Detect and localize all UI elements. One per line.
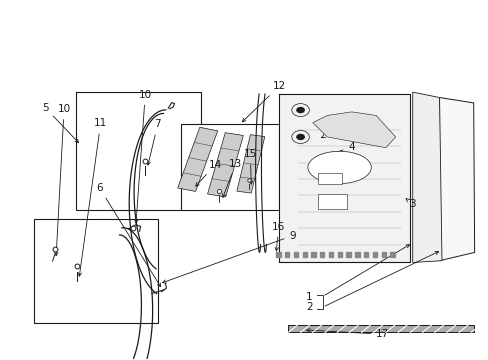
Text: 5: 5 (42, 103, 79, 143)
Bar (181, 125, 278, 211)
FancyArrowPatch shape (131, 228, 137, 229)
Polygon shape (302, 252, 306, 257)
Polygon shape (177, 127, 217, 192)
Polygon shape (236, 135, 264, 193)
Text: 3: 3 (405, 198, 415, 210)
Text: 15: 15 (243, 149, 257, 184)
Bar (317, 173, 341, 184)
Circle shape (296, 134, 305, 140)
Polygon shape (372, 252, 376, 257)
Polygon shape (207, 132, 243, 197)
Polygon shape (354, 252, 359, 257)
Text: 6: 6 (96, 183, 160, 287)
Polygon shape (389, 252, 394, 257)
Bar (288, 325, 473, 332)
Polygon shape (337, 252, 341, 257)
Text: 7: 7 (147, 120, 161, 165)
Polygon shape (285, 252, 289, 257)
Polygon shape (278, 94, 409, 262)
Polygon shape (293, 252, 298, 257)
Polygon shape (312, 112, 395, 148)
Text: 1: 1 (305, 292, 312, 302)
Text: 8: 8 (321, 128, 333, 138)
Polygon shape (439, 98, 474, 261)
Polygon shape (412, 92, 441, 262)
Bar (34, 220, 158, 323)
Ellipse shape (307, 151, 370, 184)
Circle shape (296, 107, 305, 113)
Text: 13: 13 (222, 159, 242, 197)
Text: 16: 16 (271, 222, 285, 251)
Text: 2: 2 (305, 302, 312, 312)
Bar (317, 194, 346, 209)
Polygon shape (363, 252, 367, 257)
Text: 10: 10 (55, 104, 70, 256)
Text: 17: 17 (306, 329, 388, 339)
Polygon shape (328, 252, 332, 257)
Text: 9: 9 (163, 231, 295, 283)
Bar (76, 92, 200, 211)
Text: 11: 11 (78, 118, 107, 276)
Polygon shape (381, 252, 385, 257)
Polygon shape (311, 252, 315, 257)
Polygon shape (320, 252, 324, 257)
Text: 12: 12 (242, 81, 285, 122)
Text: 14: 14 (195, 159, 222, 186)
Text: 4: 4 (329, 142, 354, 155)
Polygon shape (346, 252, 350, 257)
Polygon shape (276, 252, 280, 257)
Text: 10: 10 (134, 90, 151, 223)
